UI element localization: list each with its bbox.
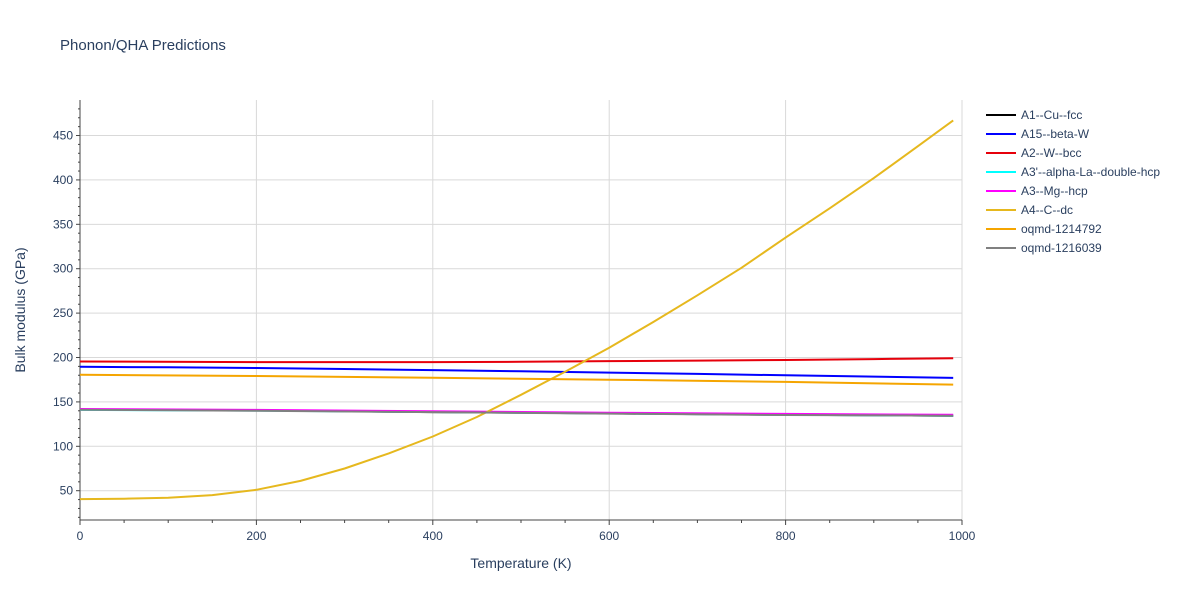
legend-item[interactable]: A15--beta-W (986, 127, 1090, 141)
y-axis-label: Bulk modulus (GPa) (12, 247, 28, 372)
y-tick-label: 150 (53, 395, 73, 409)
x-tick-label: 1000 (949, 529, 976, 543)
series-line-5[interactable] (79, 119, 954, 501)
legend-label: oqmd-1216039 (1021, 241, 1102, 255)
legend-item[interactable]: A3'--alpha-La--double-hcp (986, 165, 1160, 179)
series-line-1[interactable] (79, 365, 954, 379)
legend-label: A1--Cu--fcc (1021, 108, 1082, 122)
y-tick-label: 400 (53, 173, 73, 187)
x-tick-label: 0 (77, 529, 84, 543)
series-line-6[interactable] (79, 373, 954, 386)
legend-item[interactable]: A3--Mg--hcp (986, 184, 1088, 198)
legend[interactable]: A1--Cu--fcc A15--beta-W A2--W--bcc A3'--alp… (986, 108, 1160, 255)
axes: 50 100 150 200 250 300 350 400 450 0 200 400 600 800 1… (53, 100, 976, 543)
legend-item[interactable]: A2--W--bcc (986, 146, 1081, 160)
legend-label: A3--Mg--hcp (1021, 184, 1088, 198)
legend-item[interactable]: A1--Cu--fcc (986, 108, 1082, 122)
legend-item[interactable]: oqmd-1214792 (986, 222, 1102, 236)
grid (80, 100, 963, 520)
plot-area[interactable] (79, 119, 954, 501)
y-tick-label: 350 (53, 217, 73, 231)
x-tick-label: 800 (776, 529, 796, 543)
y-tick-label: 50 (60, 484, 74, 498)
y-tick-label: 100 (53, 439, 73, 453)
legend-label: A15--beta-W (1021, 127, 1090, 141)
legend-label: A4--C--dc (1021, 203, 1073, 217)
y-tick-label: 200 (53, 351, 73, 365)
series-line-7[interactable] (79, 408, 954, 417)
x-tick-label: 400 (423, 529, 443, 543)
series-line-2[interactable] (79, 357, 954, 364)
x-axis-label: Temperature (K) (470, 555, 571, 571)
x-tick-label: 600 (599, 529, 619, 543)
legend-label: A3'--alpha-La--double-hcp (1021, 165, 1160, 179)
legend-label: A2--W--bcc (1021, 146, 1081, 160)
x-tick-label: 200 (246, 529, 266, 543)
legend-item[interactable]: A4--C--dc (986, 203, 1073, 217)
chart-title: Phonon/QHA Predictions (60, 37, 226, 54)
y-tick-label: 450 (53, 129, 73, 143)
y-tick-label: 300 (53, 262, 73, 276)
y-tick-label: 250 (53, 306, 73, 320)
legend-item[interactable]: oqmd-1216039 (986, 241, 1102, 255)
legend-label: oqmd-1214792 (1021, 222, 1102, 236)
